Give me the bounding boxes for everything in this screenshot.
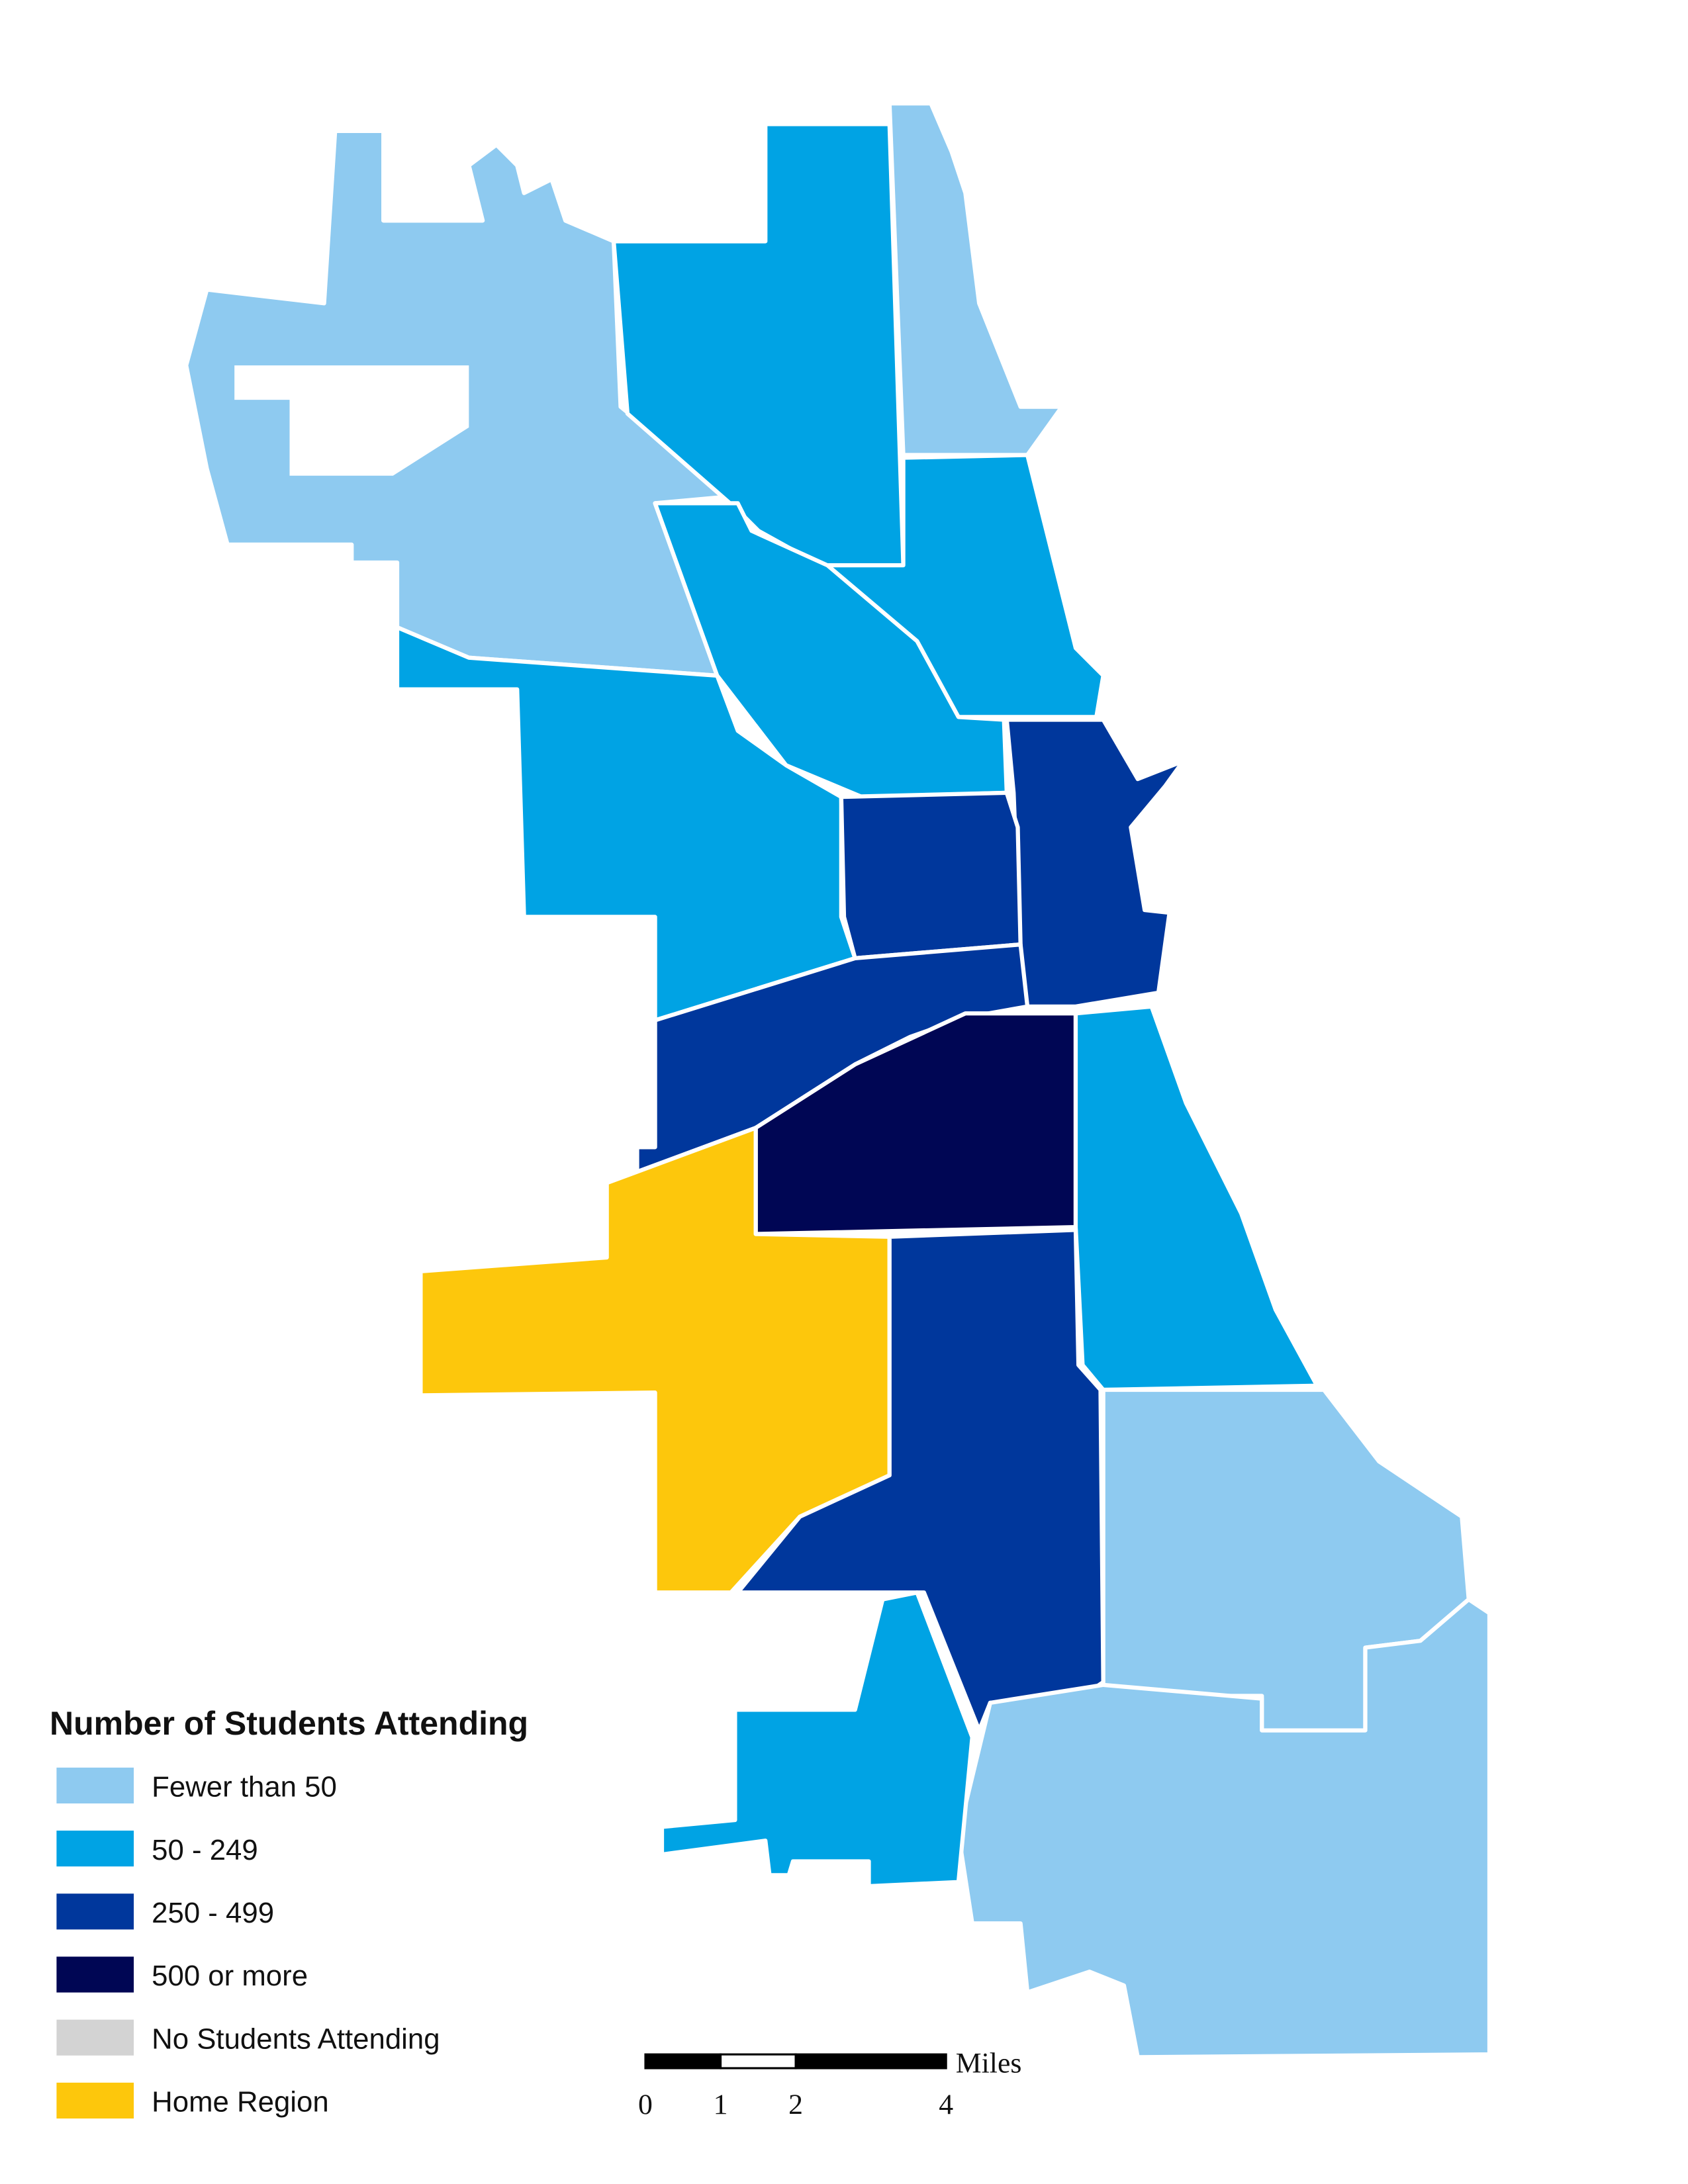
region	[956, 1597, 1492, 2060]
legend-label: Fewer than 50	[152, 1771, 337, 1803]
region	[1004, 717, 1186, 1009]
region	[839, 790, 1023, 961]
region	[418, 1126, 892, 1595]
legend-swatch	[56, 1956, 134, 1993]
legend-swatch	[56, 2082, 134, 2119]
scale-segment	[719, 2053, 797, 2070]
scale-unit: Miles	[956, 2047, 1022, 2079]
legend-title: Number of Students Attending	[50, 1705, 528, 1742]
legend-label: 250 - 499	[152, 1897, 274, 1929]
legend-label: No Students Attending	[152, 2023, 440, 2055]
scale-tick-label: 4	[939, 2089, 953, 2120]
regions	[184, 101, 1492, 2060]
scale-segment	[794, 2053, 947, 2070]
region	[825, 453, 1105, 719]
legend: Fewer than 50 50 - 249 250 - 499 500 or mor…	[56, 1767, 440, 2119]
scale-tick-label: 1	[714, 2089, 728, 2120]
legend-label: 50 - 249	[152, 1834, 258, 1866]
legend-label: Home Region	[152, 2086, 329, 2118]
legend-swatch	[56, 1893, 134, 1930]
legend-swatch	[56, 1831, 134, 1867]
scale-segment	[644, 2053, 722, 2070]
region-hole	[234, 365, 469, 476]
region	[1073, 1004, 1319, 1392]
region	[659, 1590, 974, 1889]
scale-tick-label: 2	[788, 2089, 803, 2120]
region	[887, 101, 1064, 457]
legend-swatch	[56, 1767, 134, 1803]
region	[653, 501, 1009, 799]
legend-swatch	[56, 2019, 134, 2056]
scale-tick-label: 0	[638, 2089, 653, 2120]
legend-label: 500 or more	[152, 1960, 308, 1992]
